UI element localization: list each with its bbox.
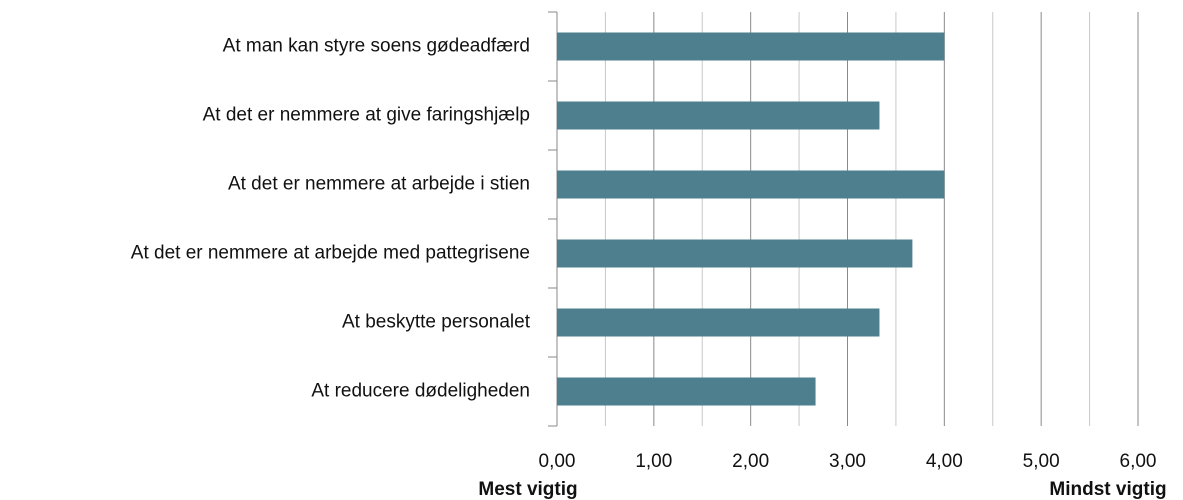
x-tick-label: 5,00 bbox=[1023, 451, 1060, 472]
bar bbox=[557, 170, 945, 199]
y-tick-label: At beskytte personalet bbox=[342, 312, 531, 333]
y-tick-label: At det er nemmere at arbejde i stien bbox=[228, 174, 530, 195]
y-tick-label: At det er nemmere at give faringshjælp bbox=[203, 105, 530, 126]
x-label-right: Mindst vigtig bbox=[1049, 479, 1166, 500]
x-tick-label: 6,00 bbox=[1120, 451, 1157, 472]
bar bbox=[557, 239, 913, 268]
x-tick-label: 4,00 bbox=[926, 451, 963, 472]
x-tick-label: 1,00 bbox=[635, 451, 672, 472]
bar bbox=[557, 32, 945, 61]
x-label-left: Mest vigtig bbox=[478, 479, 577, 500]
y-tick-label: At det er nemmere at arbejde med pattegr… bbox=[131, 243, 530, 264]
x-tick-label: 0,00 bbox=[539, 451, 576, 472]
bar bbox=[557, 308, 880, 337]
y-tick-label: At man kan styre soens gødeadfærd bbox=[223, 36, 530, 57]
y-tick-label: At reducere dødeligheden bbox=[311, 381, 530, 402]
bar bbox=[557, 101, 880, 130]
bar bbox=[557, 377, 816, 406]
x-tick-label: 2,00 bbox=[732, 451, 769, 472]
x-tick-label: 3,00 bbox=[829, 451, 866, 472]
